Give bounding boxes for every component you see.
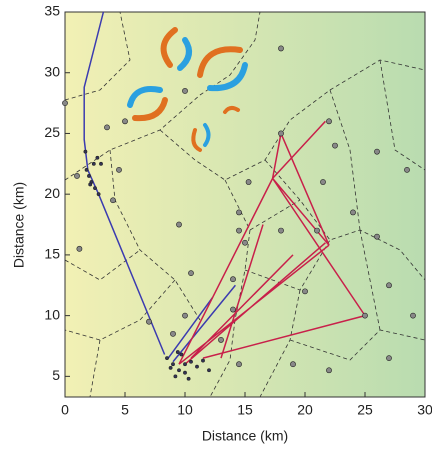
point — [320, 179, 326, 185]
y-tick-label: 15 — [44, 246, 60, 262]
point — [173, 374, 178, 379]
point — [175, 350, 180, 354]
track-line — [83, 11, 236, 363]
y-tick-label: 5 — [52, 367, 60, 383]
x-tick-label: 20 — [297, 402, 313, 418]
point — [278, 130, 284, 137]
point — [278, 45, 284, 52]
y-tick-label: 25 — [44, 124, 60, 140]
point — [165, 356, 169, 361]
point — [374, 148, 380, 155]
point — [386, 355, 392, 362]
point — [362, 312, 368, 319]
point — [182, 312, 188, 319]
y-tick-label: 35 — [44, 3, 60, 19]
point — [116, 166, 122, 173]
point — [88, 182, 93, 187]
point — [326, 367, 332, 374]
plot-area — [64, 11, 426, 398]
point — [146, 318, 152, 325]
point — [302, 288, 308, 295]
point — [326, 118, 332, 125]
point — [236, 227, 242, 234]
x-tick-label: 30 — [417, 402, 432, 418]
point — [188, 270, 194, 277]
point — [176, 221, 182, 228]
point — [182, 88, 188, 94]
point — [62, 100, 68, 106]
x-tick-label: 0 — [61, 402, 69, 418]
point — [83, 149, 88, 154]
point — [99, 161, 103, 166]
y-tick-label: 30 — [44, 63, 60, 79]
point — [410, 312, 416, 319]
point — [230, 306, 236, 313]
point — [218, 337, 224, 343]
point — [177, 368, 181, 373]
point — [245, 179, 252, 185]
y-tick-label: 20 — [44, 185, 60, 201]
point — [195, 364, 199, 369]
y-axis-label: Distance (km) — [11, 182, 27, 268]
voronoi-cells — [64, 11, 426, 398]
point — [122, 118, 128, 125]
point — [374, 233, 380, 240]
point — [242, 239, 248, 246]
x-tick-label: 10 — [177, 402, 193, 418]
point — [314, 227, 320, 234]
point — [91, 161, 96, 166]
point — [189, 359, 193, 364]
point — [350, 209, 356, 216]
point — [404, 166, 410, 173]
point — [207, 368, 211, 373]
point — [183, 370, 187, 375]
point — [170, 330, 176, 337]
point — [230, 276, 236, 283]
point — [110, 197, 116, 204]
point — [183, 362, 187, 367]
x-tick-label: 15 — [237, 402, 253, 418]
x-tick-label: 5 — [121, 402, 129, 418]
point — [179, 352, 184, 357]
point — [236, 209, 242, 216]
point — [386, 282, 392, 289]
point — [201, 358, 205, 363]
point — [74, 173, 80, 179]
x-axis-label: Distance (km) — [202, 428, 288, 444]
point — [93, 186, 97, 191]
point — [171, 362, 175, 367]
point — [84, 167, 89, 172]
point — [168, 365, 173, 370]
point — [290, 361, 296, 368]
point — [186, 376, 191, 381]
flow-arrows — [127, 27, 248, 152]
point — [236, 361, 242, 368]
x-tick-label: 25 — [357, 402, 373, 418]
y-tick-label: 10 — [44, 306, 60, 322]
point — [332, 142, 338, 149]
point — [76, 245, 83, 252]
point — [95, 155, 100, 160]
point — [278, 227, 284, 234]
point — [96, 192, 101, 197]
point — [104, 124, 110, 131]
point — [87, 174, 91, 178]
